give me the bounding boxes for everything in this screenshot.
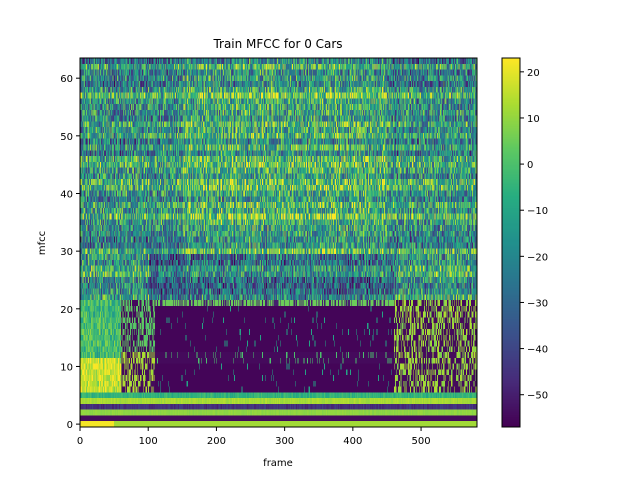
colorbar-tick-label: 10 <box>527 114 540 125</box>
y-axis: 0 10 20 30 40 50 60 <box>60 74 80 431</box>
heatmap-image <box>80 58 477 427</box>
colorbar-tick-label: −50 <box>527 391 548 402</box>
y-tick-label: 0 <box>67 420 73 431</box>
x-tick-label: 300 <box>275 436 294 447</box>
colorbar-tick-label: −40 <box>527 345 548 356</box>
x-axis: 0 100 200 300 400 500 <box>77 427 431 447</box>
colorbar-tick-label: 20 <box>527 68 540 79</box>
x-axis-label: frame <box>263 458 293 469</box>
colorbar-frame <box>501 57 521 428</box>
x-tick-label: 100 <box>139 436 158 447</box>
colorbar-ticks: 20 10 0 −10 −20 −30 −40 −50 <box>520 68 548 402</box>
colorbar: 20 10 0 −10 −20 −30 −40 −50 <box>501 57 548 428</box>
x-tick-label: 500 <box>412 436 431 447</box>
x-tick-label: 400 <box>343 436 362 447</box>
y-tick-label: 30 <box>60 247 73 258</box>
colorbar-tick-label: −10 <box>527 206 548 217</box>
colorbar-tick-label: 0 <box>527 160 533 171</box>
x-tick-label: 200 <box>207 436 226 447</box>
colorbar-gradient <box>502 58 520 427</box>
x-tick-label: 0 <box>77 436 83 447</box>
colorbar-tick-label: −20 <box>527 252 548 263</box>
y-axis-label: mfcc <box>37 231 48 255</box>
colorbar-tick-label: −30 <box>527 298 548 309</box>
y-tick-label: 50 <box>60 132 73 143</box>
y-tick-label: 60 <box>60 74 73 85</box>
plot-area <box>79 57 478 428</box>
chart-title: Train MFCC for 0 Cars <box>212 37 342 51</box>
y-tick-label: 20 <box>60 305 73 316</box>
y-tick-label: 10 <box>60 362 73 373</box>
plot-frame <box>79 57 478 428</box>
y-tick-label: 40 <box>60 189 73 200</box>
